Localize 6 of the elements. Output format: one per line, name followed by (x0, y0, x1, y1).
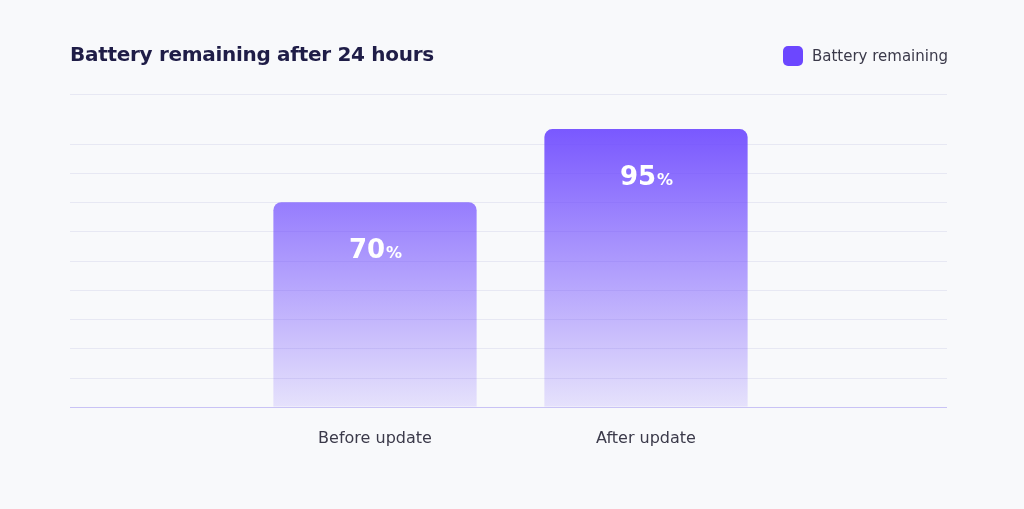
data-label: 70% (348, 234, 403, 265)
data-label: 95% (619, 161, 674, 192)
x-tick-label: After update (596, 427, 696, 447)
x-tick-label: Before update (318, 427, 432, 447)
legend-label: Battery remaining (811, 47, 948, 65)
chart-title: Battery remaining after 24 hours (70, 42, 434, 66)
